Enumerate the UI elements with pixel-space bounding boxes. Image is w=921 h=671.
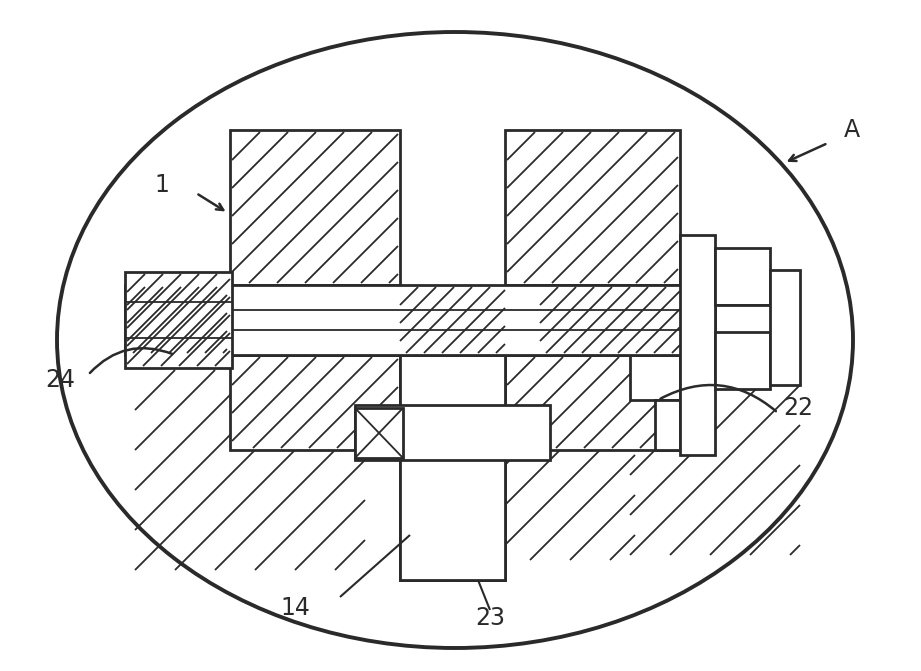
Bar [400, 355, 505, 580]
Text: 22: 22 [783, 396, 813, 420]
Bar [505, 130, 680, 285]
Bar [630, 355, 680, 400]
Text: 1: 1 [155, 173, 169, 197]
Bar [400, 355, 505, 580]
Text: 14: 14 [280, 596, 310, 620]
Text: 23: 23 [475, 606, 505, 630]
Bar [230, 130, 400, 285]
Text: A: A [844, 118, 860, 142]
Bar [655, 400, 680, 450]
Bar [505, 355, 680, 450]
Bar [680, 235, 715, 455]
Text: 24: 24 [45, 368, 75, 392]
Bar [355, 405, 550, 460]
Bar [715, 248, 770, 305]
Bar [400, 520, 448, 580]
Bar [355, 408, 403, 458]
Bar [230, 355, 400, 450]
Bar [125, 285, 715, 355]
Bar [125, 272, 232, 368]
Bar [770, 270, 800, 385]
Bar [715, 332, 770, 389]
Bar [457, 520, 505, 580]
Ellipse shape [57, 32, 853, 648]
